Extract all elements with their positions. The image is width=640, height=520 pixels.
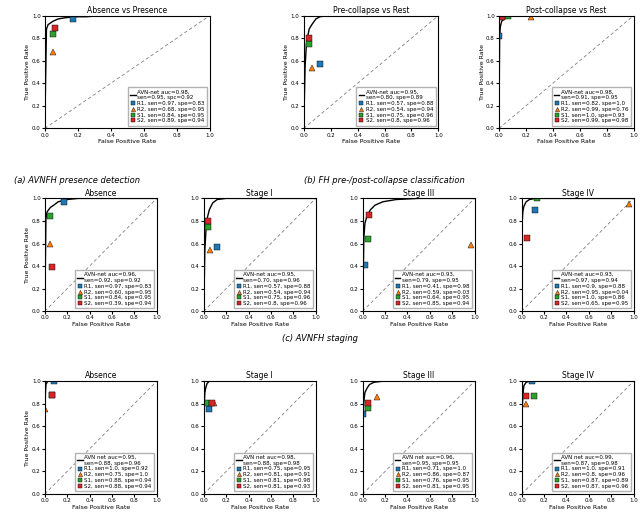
Legend: AVN-net auc=0.96,
sen=0.92, spe=0.92, R1, sen=0.97, spe=0.83, R2, sen=0.60, spe=: AVN-net auc=0.96, sen=0.92, spe=0.92, R1… — [75, 270, 154, 308]
Legend: AVN net auc=0.99,
sen=0.87, spe=0.98, R1, sen=1.0, spe=0.91, R2, sen=0.8, spe=0.: AVN net auc=0.99, sen=0.87, spe=0.98, R1… — [552, 452, 631, 491]
Title: Stage IV: Stage IV — [562, 189, 594, 198]
Title: Stage IV: Stage IV — [562, 371, 594, 381]
Legend: AVN-net auc=0.98,
sen=0.91, spe=0.95, R1, sen=0.82, spe=1.0, R2, sen=0.99, spe=0: AVN-net auc=0.98, sen=0.91, spe=0.95, R1… — [552, 87, 631, 126]
Text: (b) FH pre-/post-collapse classification: (b) FH pre-/post-collapse classification — [303, 176, 465, 185]
Text: (a) AVNFH presence detection: (a) AVNFH presence detection — [14, 176, 140, 185]
Legend: AVN-net auc=0.93,
sen=0.97, spe=0.94, R1, sen=0.9, spe=0.88, R2, sen=0.95, spe=0: AVN-net auc=0.93, sen=0.97, spe=0.94, R1… — [552, 270, 631, 308]
Legend: AVN net auc=0.96,
sen=0.95, spe=0.95, R1, sen=0.71, spe=1.0, R2, sen=0.86, spe=0: AVN net auc=0.96, sen=0.95, spe=0.95, R1… — [393, 452, 472, 491]
Legend: AVN-net auc=0.98,
sen=0.95, spc=0.92, R1, sen=0.97, spe=0.83, R2, sen=0.68, spe=: AVN-net auc=0.98, sen=0.95, spc=0.92, R1… — [128, 87, 207, 126]
Title: Stage III: Stage III — [403, 189, 435, 198]
Y-axis label: True Positive Rate: True Positive Rate — [26, 227, 31, 283]
X-axis label: False Positive Rate: False Positive Rate — [230, 504, 289, 510]
Y-axis label: True Positive Rate: True Positive Rate — [26, 410, 31, 465]
Legend: AVN-net auc=0.95,
sen=0.80, spe=0.89, R1, sen=0.57, spe=0.88, R2, sen=0.54, spe=: AVN-net auc=0.95, sen=0.80, spe=0.89, R1… — [356, 87, 436, 126]
X-axis label: False Positive Rate: False Positive Rate — [98, 139, 156, 144]
Title: Absence: Absence — [84, 371, 117, 381]
X-axis label: False Positive Rate: False Positive Rate — [548, 322, 607, 327]
Y-axis label: True Positive Rate: True Positive Rate — [26, 44, 31, 100]
X-axis label: False Positive Rate: False Positive Rate — [390, 504, 448, 510]
Legend: AVN net auc=0.95,
sen=0.88, spe=0.96, R1, sen=1.0, spe=0.92, R2, sen=0.75, spe=1: AVN net auc=0.95, sen=0.88, spe=0.96, R1… — [75, 452, 154, 491]
X-axis label: False Positive Rate: False Positive Rate — [537, 139, 595, 144]
Title: Absence: Absence — [84, 189, 117, 198]
Legend: AVN-net auc=0.93,
sen=0.79, spe=0.95, R1, sen=0.41, spe=0.98, R2, sen=0.59, spe=: AVN-net auc=0.93, sen=0.79, spe=0.95, R1… — [393, 270, 472, 308]
Title: Pre-collapse vs Rest: Pre-collapse vs Rest — [333, 6, 410, 15]
X-axis label: False Positive Rate: False Positive Rate — [72, 504, 130, 510]
Title: Stage I: Stage I — [246, 189, 273, 198]
X-axis label: False Positive Rate: False Positive Rate — [548, 504, 607, 510]
Y-axis label: True Positive Rate: True Positive Rate — [479, 44, 484, 100]
Title: Stage I: Stage I — [246, 371, 273, 381]
Legend: AVN net auc=0.98,
sen=0.88, spe=0.98, R1, sen=0.75, spe=0.95, R2, sen=0.81, spe=: AVN net auc=0.98, sen=0.88, spe=0.98, R1… — [234, 452, 313, 491]
X-axis label: False Positive Rate: False Positive Rate — [230, 322, 289, 327]
X-axis label: False Positive Rate: False Positive Rate — [390, 322, 448, 327]
Text: (c) AVNFH staging: (c) AVNFH staging — [282, 334, 358, 343]
Title: Post-collapse vs Rest: Post-collapse vs Rest — [526, 6, 607, 15]
X-axis label: False Positive Rate: False Positive Rate — [72, 322, 130, 327]
Legend: AVN-net auc=0.95,
sen=0.70, spe=0.96, R1, sen=0.57, spe=0.88, R2, sen=0.54, spe=: AVN-net auc=0.95, sen=0.70, spe=0.96, R1… — [234, 270, 313, 308]
Title: Absence vs Presence: Absence vs Presence — [87, 6, 167, 15]
Y-axis label: True Positive Rate: True Positive Rate — [284, 44, 289, 100]
X-axis label: False Positive Rate: False Positive Rate — [342, 139, 400, 144]
Title: Stage III: Stage III — [403, 371, 435, 381]
